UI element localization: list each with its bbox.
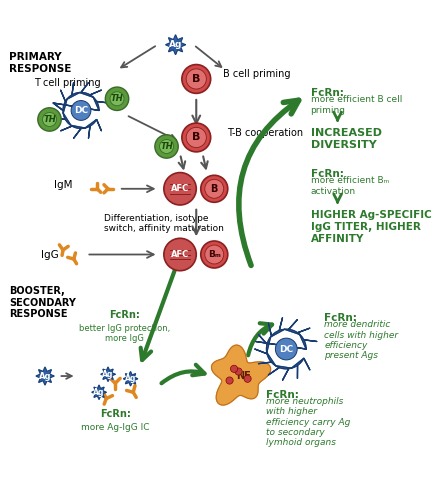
Polygon shape [123,372,138,386]
Circle shape [164,238,196,270]
Text: B: B [210,184,218,194]
Text: NE: NE [236,371,250,381]
Circle shape [43,112,57,126]
Text: INCREASED
DIVERSITY: INCREASED DIVERSITY [311,128,381,150]
Text: BOOSTER,
SECONDARY
RESPONSE: BOOSTER, SECONDARY RESPONSE [9,286,76,319]
Circle shape [155,135,178,158]
Circle shape [230,365,238,372]
Text: PRIMARY
RESPONSE: PRIMARY RESPONSE [9,52,71,74]
Text: more efficient B cell
priming: more efficient B cell priming [311,95,402,114]
Circle shape [205,245,224,264]
Text: FcRn:: FcRn: [109,310,140,320]
Text: DC: DC [74,106,88,115]
Text: FcRn:: FcRn: [100,408,131,418]
Text: more efficient Bₘ
activation: more efficient Bₘ activation [311,176,389,196]
Circle shape [38,108,61,131]
Text: more Ag-IgG IC: more Ag-IgG IC [81,423,149,432]
Circle shape [182,64,211,94]
Circle shape [71,100,91,120]
Polygon shape [92,385,106,400]
Circle shape [105,87,129,110]
Circle shape [186,69,206,89]
Text: FcRn:: FcRn: [311,169,343,179]
Text: HIGHER Ag-SPECIFIC
IgG TITER, HIGHER
AFFINITY: HIGHER Ag-SPECIFIC IgG TITER, HIGHER AFF… [311,210,431,244]
Text: Bₘ: Bₘ [208,250,221,259]
Circle shape [186,128,206,148]
Text: T-B cooperation: T-B cooperation [227,128,303,138]
Text: B cell priming: B cell priming [223,70,291,80]
Polygon shape [53,82,109,138]
Circle shape [164,172,196,205]
Text: IgM: IgM [54,180,72,190]
Text: TH: TH [160,142,173,151]
Circle shape [110,92,124,106]
Text: Ag: Ag [125,374,136,383]
Text: TH: TH [111,94,124,104]
Text: B: B [192,132,200,142]
Text: Ag: Ag [93,388,105,396]
Text: T cell priming: T cell priming [34,78,101,88]
Text: FcRn:: FcRn: [311,88,343,98]
Text: more dendritic
cells with higher
efficiency
present Ags: more dendritic cells with higher efficie… [324,320,398,360]
Polygon shape [255,318,317,380]
Circle shape [159,140,174,153]
Text: Differentiation, isotype
switch, affinity maturation: Differentiation, isotype switch, affinit… [104,214,223,234]
Text: better IgG protection,
more IgG: better IgG protection, more IgG [78,324,170,343]
Circle shape [205,180,224,198]
Circle shape [201,241,228,268]
Text: FcRn:: FcRn: [265,390,299,400]
Circle shape [276,338,297,360]
Circle shape [244,375,251,382]
Text: more neutrophils
with higher
efficiency carry Ag
to secondary
lymhoid organs: more neutrophils with higher efficiency … [265,396,350,448]
Polygon shape [211,345,271,405]
Text: Ag: Ag [39,372,51,380]
Text: DC: DC [279,344,293,354]
Circle shape [235,368,242,375]
Text: TH: TH [43,115,56,124]
Text: FcRn:: FcRn: [324,313,357,323]
Text: Ag: Ag [169,40,182,49]
Text: AFC: AFC [171,250,189,259]
Polygon shape [101,367,115,382]
Text: Ag: Ag [102,370,114,378]
Polygon shape [166,35,186,54]
Circle shape [201,176,228,203]
Text: AFC: AFC [171,184,189,194]
Text: IgG: IgG [40,250,58,260]
Polygon shape [36,367,54,385]
Circle shape [226,377,233,384]
Text: B: B [192,74,200,84]
Circle shape [182,123,211,152]
